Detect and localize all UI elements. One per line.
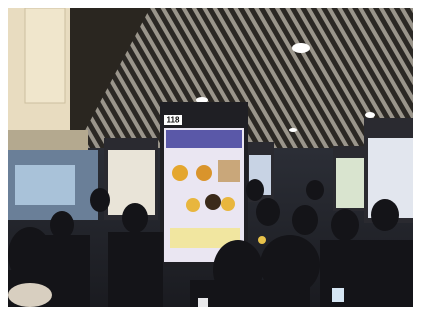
person — [256, 198, 280, 226]
wall-panel — [25, 8, 65, 103]
border — [0, 307, 421, 315]
chart-graphic — [205, 194, 221, 210]
chart-graphic — [221, 197, 235, 211]
person — [90, 188, 110, 212]
chart-graphic — [172, 165, 188, 181]
photo: 118 — [0, 0, 421, 315]
person — [292, 205, 318, 235]
badge — [258, 236, 266, 244]
person — [306, 180, 324, 200]
paper — [198, 298, 208, 307]
ceiling-light — [292, 43, 310, 53]
person — [260, 235, 320, 295]
screen — [15, 165, 75, 205]
border — [413, 0, 421, 315]
person — [122, 203, 148, 233]
poster — [336, 158, 364, 208]
photo-graphic — [218, 160, 240, 182]
person — [108, 232, 163, 307]
board-number: 118 — [167, 116, 180, 125]
poster-header — [166, 130, 242, 148]
border — [0, 0, 421, 8]
chart-graphic — [196, 165, 212, 181]
person — [246, 179, 264, 201]
border — [0, 0, 8, 315]
wall-base — [8, 130, 88, 150]
ceiling-light — [289, 128, 297, 132]
sweater — [8, 283, 52, 307]
ceiling-light — [365, 112, 375, 118]
person — [371, 199, 399, 231]
person — [331, 209, 359, 241]
person — [50, 211, 74, 239]
chart-graphic — [186, 198, 200, 212]
paper — [332, 288, 344, 302]
page: {"scene": {"board_number": "118"}} 118 — [0, 0, 421, 315]
